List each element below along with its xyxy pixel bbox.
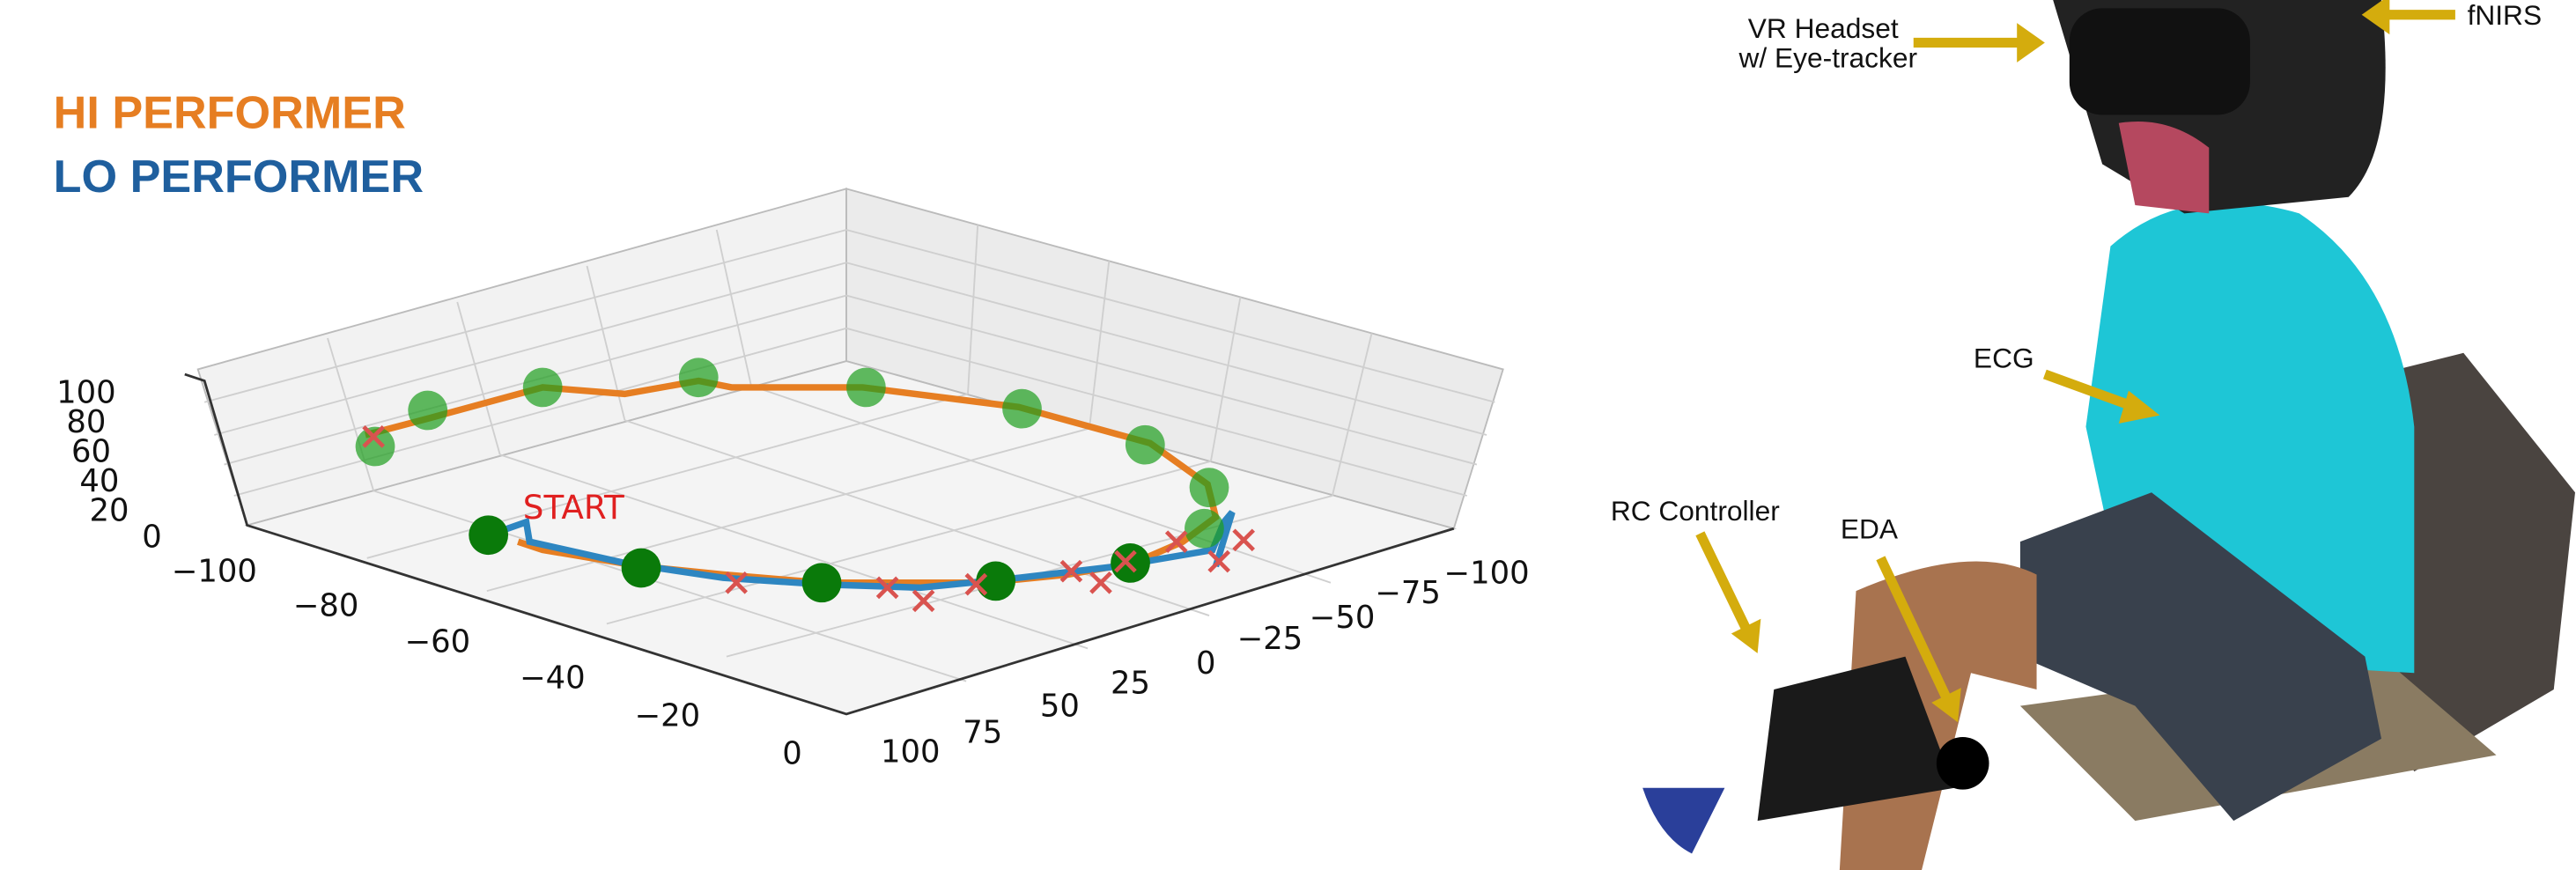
vr-controller <box>1642 788 1724 854</box>
z-tick: 20 <box>90 493 129 529</box>
legend-lo: LO PERFORMER <box>54 151 424 203</box>
headset-label: VR Headset <box>1748 12 1899 44</box>
fnirs-label: fNIRS <box>2468 0 2543 31</box>
y-tick: −25 <box>1237 621 1303 657</box>
x-tick: −60 <box>405 624 471 660</box>
vr-headset <box>2070 8 2250 114</box>
ecg-label: ECG <box>1974 343 2034 374</box>
start-label: START <box>523 488 624 527</box>
y-tick: −75 <box>1375 575 1441 611</box>
eda-sensor <box>1937 737 1989 790</box>
legend-hi: HI PERFORMER <box>54 87 406 138</box>
x-tick: −100 <box>172 554 257 590</box>
y-tick: 100 <box>881 734 941 770</box>
figure: START HI PERFORMER LO PERFORMER 10080604… <box>0 0 2576 870</box>
x-tick: −40 <box>520 660 586 697</box>
y-tick: 0 <box>1196 645 1216 682</box>
x-tick: −80 <box>293 588 359 624</box>
page: START HI PERFORMER LO PERFORMER 10080604… <box>0 0 2576 870</box>
y-tick: −100 <box>1443 555 1529 591</box>
rc-label: RC Controller <box>1611 495 1780 527</box>
y-tick: 75 <box>963 714 1002 750</box>
photo <box>1642 0 2575 870</box>
y-tick: 50 <box>1040 688 1080 724</box>
y-tick: −50 <box>1310 600 1376 636</box>
y-tick: 25 <box>1111 665 1150 701</box>
z-tick: 0 <box>142 519 162 555</box>
x-tick: −20 <box>634 698 700 734</box>
eda-label: EDA <box>1841 512 1899 544</box>
headset-label: w/ Eye-tracker <box>1738 41 1918 73</box>
x-tick: 0 <box>782 736 802 772</box>
